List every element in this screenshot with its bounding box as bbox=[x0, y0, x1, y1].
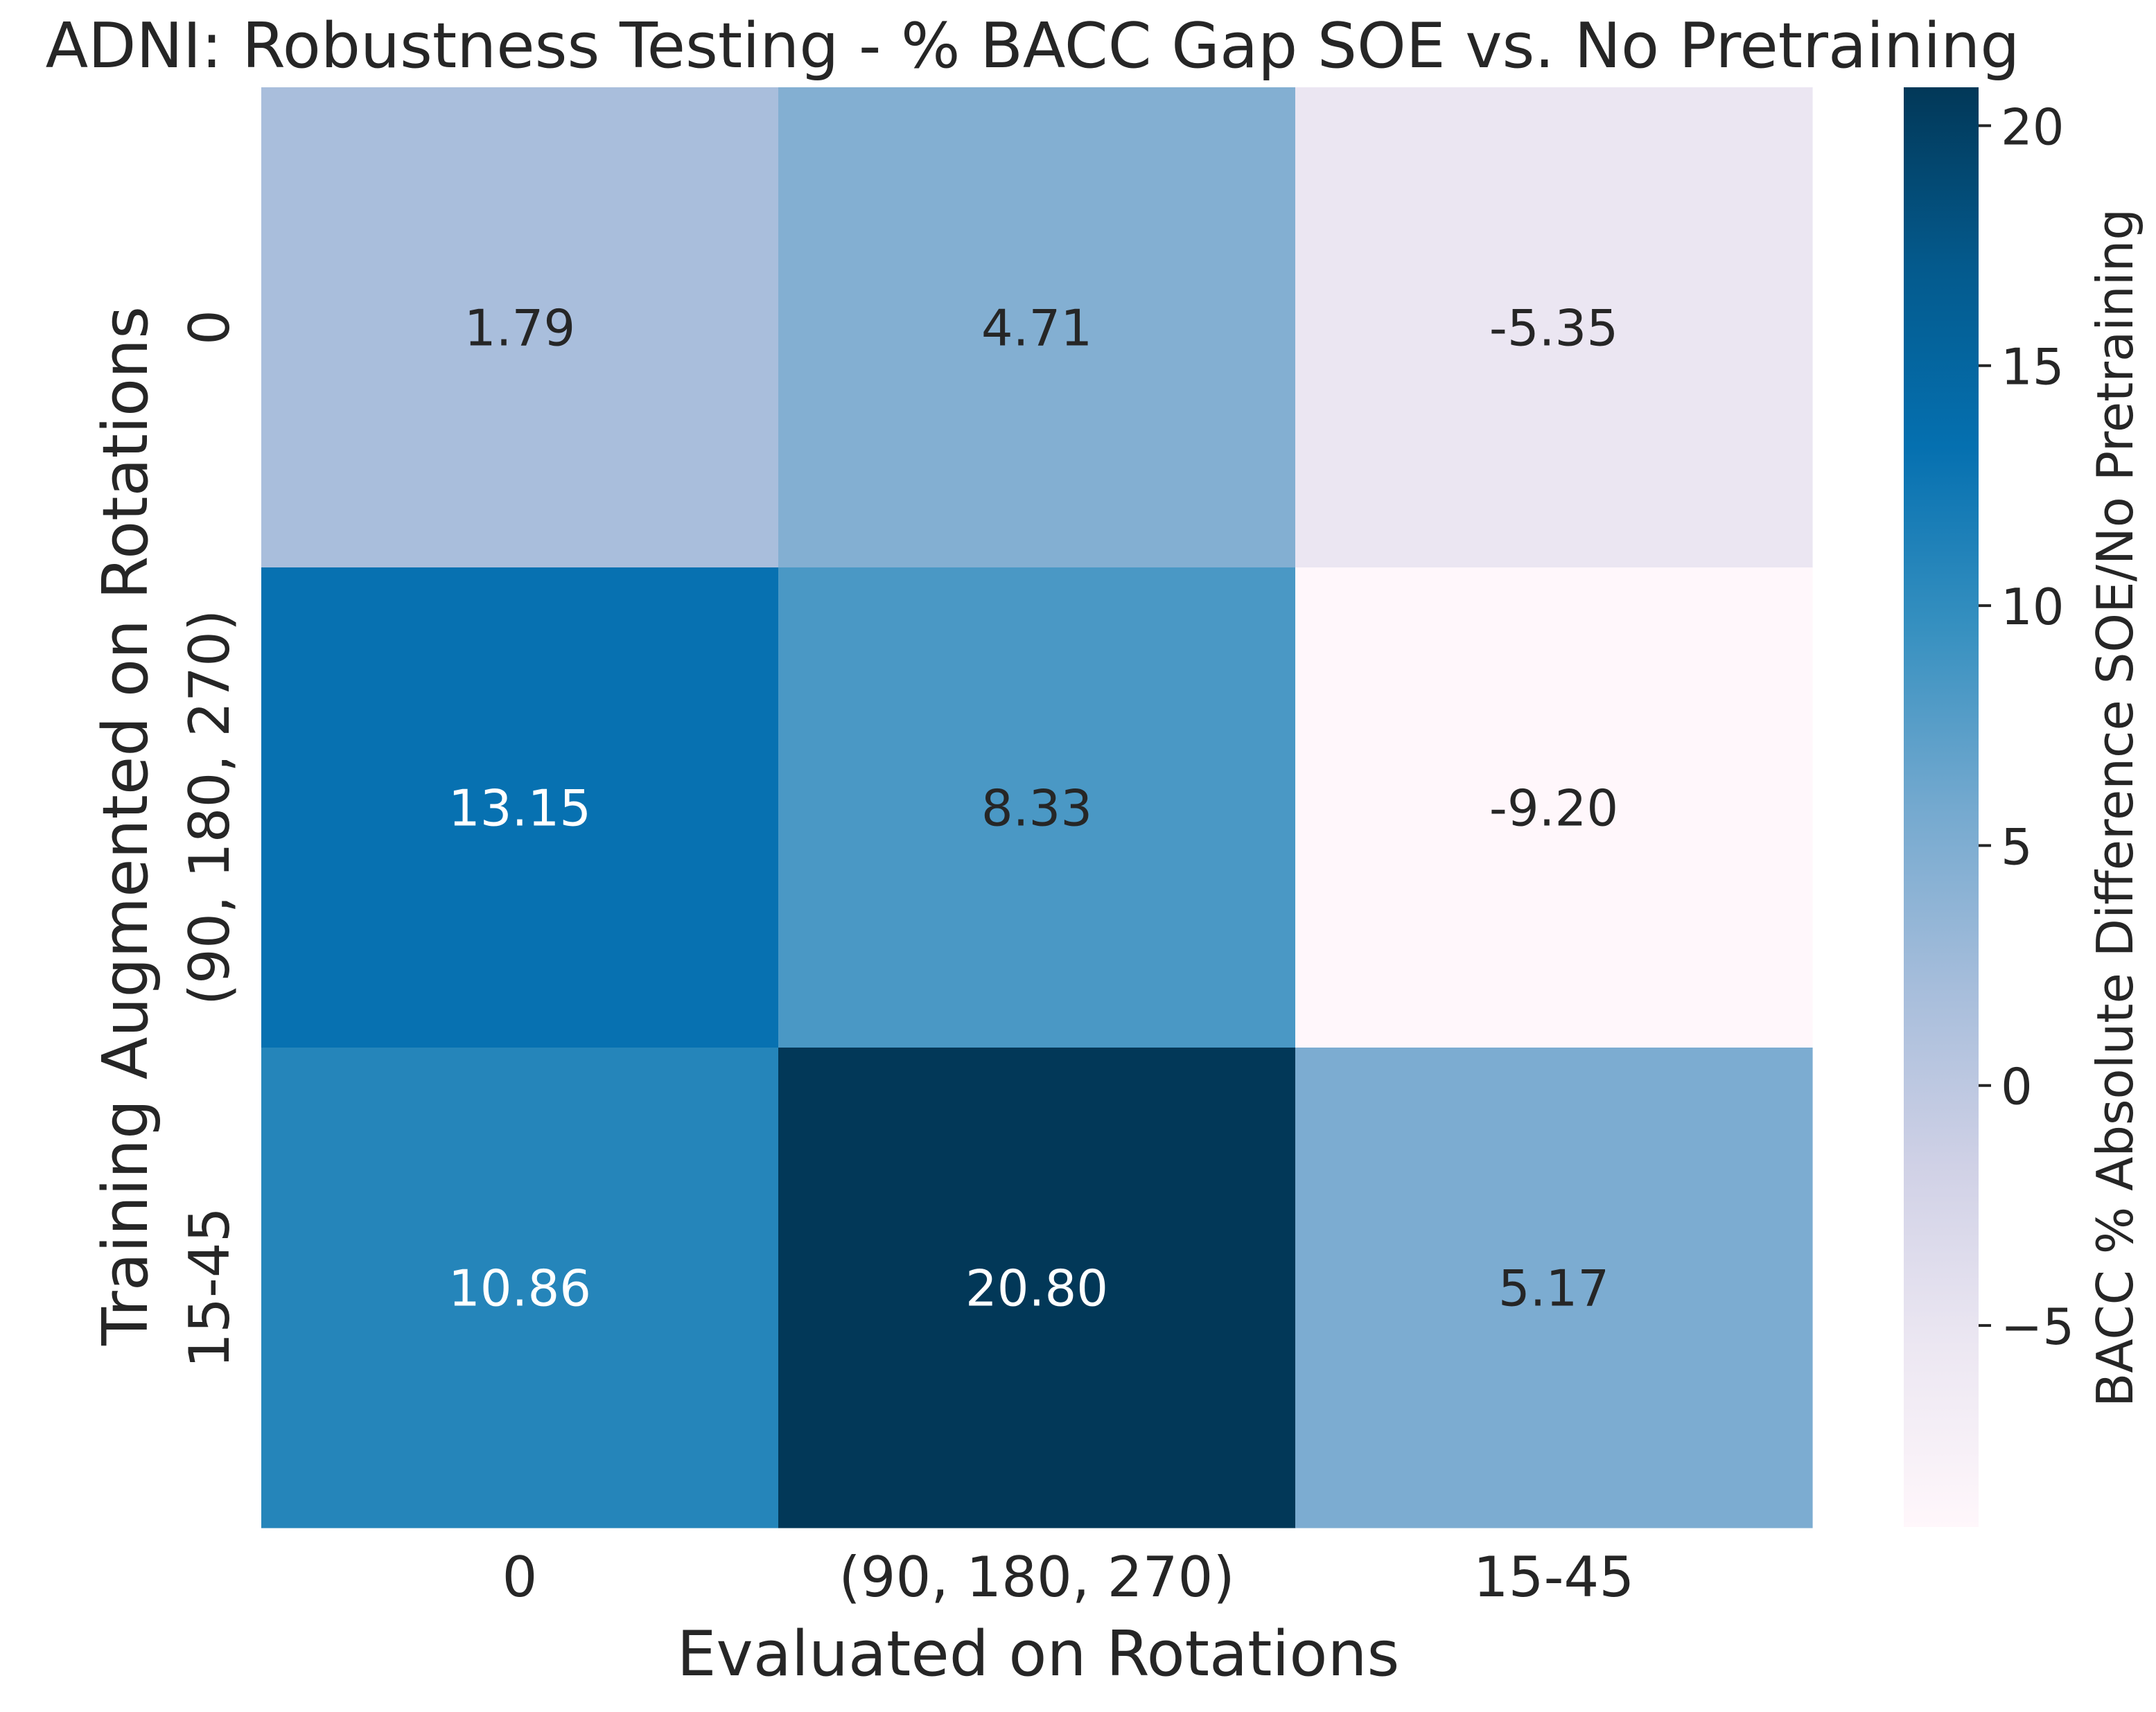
heatmap-cell-r0-c2 bbox=[1295, 87, 1813, 568]
y-axis-label: Training Augmented on Rotations bbox=[89, 306, 162, 1346]
colorbar-tick-label: 5 bbox=[2001, 818, 2033, 876]
y-tick-label: (90, 180, 270) bbox=[177, 610, 242, 1005]
y-tick-labels: 0 (90, 180, 270) 15-45 bbox=[177, 310, 242, 1368]
x-tick-label: (90, 180, 270) bbox=[839, 1545, 1234, 1609]
cell-value-label: 10.86 bbox=[448, 1260, 591, 1318]
cell-value-label: 5.17 bbox=[1498, 1260, 1609, 1318]
cell-value-label: 13.15 bbox=[448, 779, 591, 838]
y-tick-label: 15-45 bbox=[177, 1207, 242, 1368]
x-tick-label: 15-45 bbox=[1473, 1545, 1634, 1609]
x-tick-label: 0 bbox=[502, 1545, 538, 1609]
x-tick-labels: 0 (90, 180, 270) 15-45 bbox=[502, 1545, 1635, 1609]
colorbar-ticks: −5 0 5 10 15 20 bbox=[1979, 98, 2074, 1356]
heatmap-cell-r1-c1 bbox=[778, 567, 1296, 1048]
heatmap-cell-r1-c2 bbox=[1295, 567, 1813, 1048]
colorbar-tick-label: 0 bbox=[2001, 1058, 2033, 1116]
heatmap-cell-r2-c1 bbox=[778, 1048, 1296, 1528]
cell-value-label: 20.80 bbox=[965, 1260, 1108, 1318]
cell-value-label: -9.20 bbox=[1489, 779, 1618, 838]
heatmap-cell-r1-c0 bbox=[261, 567, 779, 1048]
colorbar: −5 0 5 10 15 20 BACC % Absolute Difference SO… bbox=[1904, 87, 2144, 1527]
colorbar-tick-label: 20 bbox=[2001, 98, 2065, 156]
x-axis-label: Evaluated on Rotations bbox=[677, 1618, 1400, 1691]
chart-title: ADNI: Robustness Testing - % BACC Gap SO… bbox=[46, 10, 2020, 82]
colorbar-gradient bbox=[1904, 87, 1979, 1527]
colorbar-label: BACC % Absolute Difference SOE/No Pretra… bbox=[2086, 209, 2144, 1407]
cell-value-label: 4.71 bbox=[981, 299, 1092, 358]
cell-value-label: 1.79 bbox=[464, 299, 575, 358]
cell-value-label: -5.35 bbox=[1489, 299, 1618, 358]
heatmap-cell-r0-c1 bbox=[778, 87, 1296, 568]
heatmap-cell-r0-c0 bbox=[261, 87, 779, 568]
heatmap-cells: 1.79 4.71 -5.35 13.15 8.33 -9.20 10.86 20.80 5.1… bbox=[261, 87, 1813, 1528]
heatmap-cell-r2-c2 bbox=[1295, 1048, 1813, 1528]
colorbar-tick-label: −5 bbox=[2001, 1298, 2074, 1356]
colorbar-tick-label: 15 bbox=[2001, 338, 2065, 396]
heatmap-cell-r2-c0 bbox=[261, 1048, 779, 1528]
colorbar-tick-label: 10 bbox=[2001, 578, 2065, 636]
y-tick-label: 0 bbox=[177, 310, 242, 345]
cell-value-label: 8.33 bbox=[981, 779, 1092, 838]
